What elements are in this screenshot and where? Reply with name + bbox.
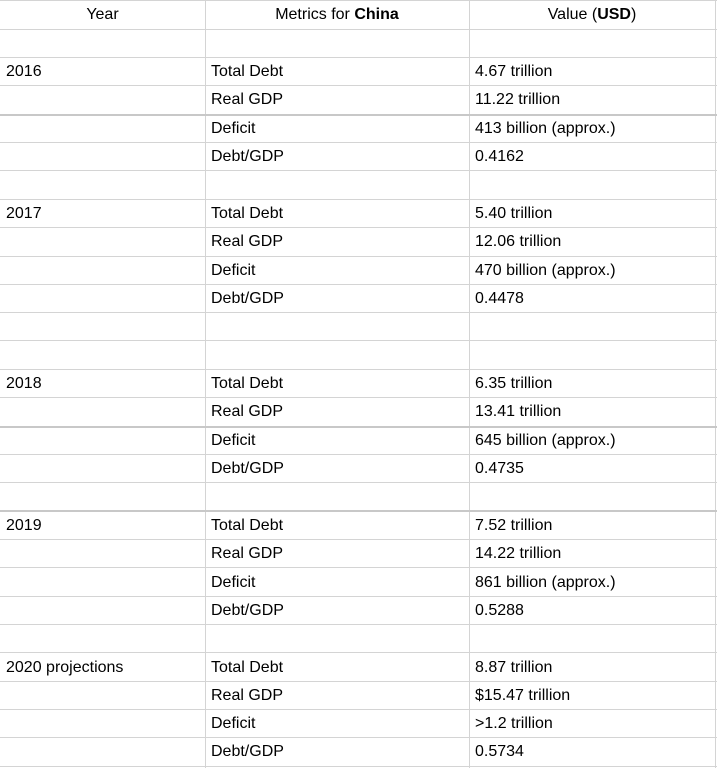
row-divider	[0, 312, 717, 313]
year-cell: 2019	[6, 517, 42, 534]
row-divider	[0, 284, 717, 285]
metric-cell: Real GDP	[211, 233, 284, 250]
metric-cell: Deficit	[211, 432, 256, 449]
row-divider	[0, 624, 717, 625]
row-divider	[0, 340, 717, 341]
metric-cell: Deficit	[211, 120, 256, 137]
header-country: China	[354, 6, 399, 23]
row-divider	[0, 142, 717, 143]
row-divider	[0, 737, 717, 738]
row-divider	[0, 596, 717, 597]
header-unit: USD	[597, 6, 631, 23]
metric-cell: Total Debt	[211, 659, 284, 676]
value-cell: 11.22 trillion	[475, 91, 561, 108]
value-cell: 14.22 trillion	[475, 545, 562, 562]
value-cell: 4.67 trillion	[475, 63, 553, 80]
value-cell: 13.41 trillion	[475, 403, 562, 420]
metric-cell: Debt/GDP	[211, 743, 284, 760]
row-divider	[0, 652, 717, 653]
row-divider	[0, 426, 717, 428]
row-divider	[0, 567, 717, 568]
row-divider	[0, 57, 717, 58]
row-divider	[0, 709, 717, 710]
value-cell: 413 billion (approx.)	[475, 120, 616, 137]
value-cell: 861 billion (approx.)	[475, 574, 616, 591]
row-divider	[0, 29, 717, 30]
metric-cell: Total Debt	[211, 375, 284, 392]
value-cell: 8.87 trillion	[475, 659, 553, 676]
metric-cell: Total Debt	[211, 205, 284, 222]
value-cell: 0.4162	[475, 148, 524, 165]
metric-cell: Total Debt	[211, 63, 284, 80]
metric-cell: Debt/GDP	[211, 602, 284, 619]
column-divider	[715, 0, 716, 768]
metric-cell: Debt/GDP	[211, 290, 284, 307]
header-value: Value (USD)	[547, 6, 637, 23]
row-divider	[0, 510, 717, 512]
value-cell: 0.4735	[475, 460, 524, 477]
metric-cell: Total Debt	[211, 517, 284, 534]
row-divider	[0, 454, 717, 455]
row-divider	[0, 0, 717, 1]
row-divider	[0, 199, 717, 200]
row-divider	[0, 256, 717, 257]
metric-cell: Real GDP	[211, 545, 284, 562]
value-cell: 0.5288	[475, 602, 524, 619]
column-divider	[469, 0, 470, 768]
header-metrics: Metrics for China	[275, 6, 399, 23]
row-divider	[0, 482, 717, 483]
metric-cell: Debt/GDP	[211, 460, 284, 477]
value-cell: >1.2 trillion	[475, 715, 553, 732]
row-divider	[0, 369, 717, 370]
value-cell: 6.35 trillion	[475, 375, 553, 392]
year-cell: 2020 projections	[6, 659, 124, 676]
metric-cell: Real GDP	[211, 403, 284, 420]
value-cell: 12.06 trillion	[475, 233, 562, 250]
header-year: Year	[86, 6, 119, 23]
row-divider	[0, 170, 717, 171]
metric-cell: Real GDP	[211, 91, 284, 108]
value-cell: 645 billion (approx.)	[475, 432, 616, 449]
value-cell: 0.5734	[475, 743, 524, 760]
row-divider	[0, 681, 717, 682]
column-divider	[205, 0, 206, 768]
row-divider	[0, 539, 717, 540]
row-divider	[0, 766, 717, 767]
row-divider	[0, 85, 717, 86]
year-cell: 2017	[6, 205, 42, 222]
row-divider	[0, 397, 717, 398]
metric-cell: Deficit	[211, 262, 256, 279]
metric-cell: Deficit	[211, 574, 256, 591]
value-cell: 5.40 trillion	[475, 205, 553, 222]
metric-cell: Real GDP	[211, 687, 284, 704]
value-cell: 0.4478	[475, 290, 524, 307]
value-cell: 7.52 trillion	[475, 517, 553, 534]
value-cell: 470 billion (approx.)	[475, 262, 616, 279]
metric-cell: Debt/GDP	[211, 148, 284, 165]
year-cell: 2018	[6, 375, 42, 392]
value-cell: $15.47 trillion	[475, 687, 571, 704]
row-divider	[0, 114, 717, 116]
year-cell: 2016	[6, 63, 42, 80]
metric-cell: Deficit	[211, 715, 256, 732]
row-divider	[0, 227, 717, 228]
